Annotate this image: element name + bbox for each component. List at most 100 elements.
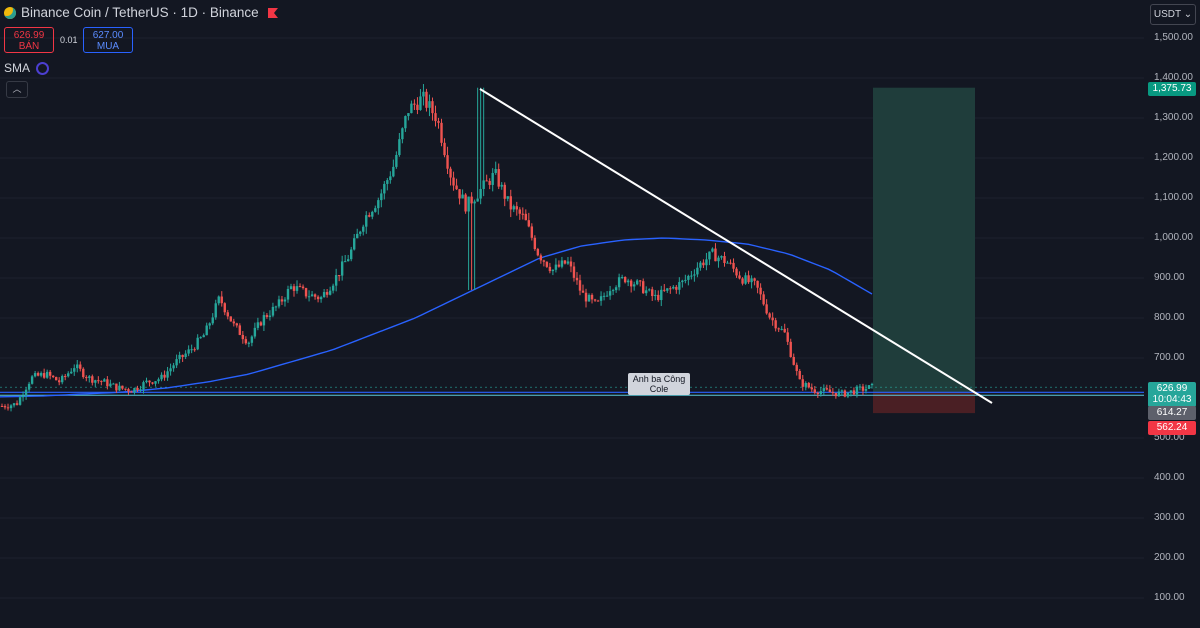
candle: [494, 161, 497, 175]
candle: [398, 133, 401, 157]
loading-icon: [36, 61, 50, 75]
candle: [795, 362, 798, 376]
candle: [121, 385, 124, 390]
candle: [608, 285, 612, 300]
candle: [67, 371, 70, 378]
price-tick-label: 500.00: [1154, 432, 1185, 443]
candle: [524, 209, 528, 221]
candle: [635, 279, 639, 286]
candle: [0, 403, 4, 407]
candle: [395, 151, 398, 169]
candle: [837, 388, 841, 397]
candle: [593, 298, 597, 302]
price-tick-label: 1,400.00: [1154, 72, 1193, 83]
candle: [148, 380, 151, 387]
candle: [539, 253, 543, 264]
candle: [175, 354, 178, 369]
stop-price-tag: 562.24: [1148, 421, 1196, 435]
candle: [542, 259, 546, 267]
candle: [738, 271, 741, 280]
candle: [506, 196, 509, 202]
candle: [389, 171, 392, 184]
buy-button[interactable]: 627.00 MUA: [83, 27, 133, 53]
candle: [380, 189, 383, 208]
indicator-legend-sma[interactable]: SMA: [4, 61, 50, 75]
candle: [265, 313, 269, 319]
candle: [566, 257, 570, 265]
candle: [325, 288, 329, 298]
symbol-title: Binance Coin / TetherUS · 1D · Binance: [21, 5, 259, 20]
candle: [331, 283, 335, 294]
candle: [431, 97, 434, 121]
candle: [365, 211, 368, 234]
candle: [693, 269, 696, 282]
candle: [654, 290, 657, 301]
candle: [316, 295, 320, 303]
candle: [771, 312, 774, 326]
candle: [277, 295, 281, 309]
candle: [181, 354, 184, 362]
chart-area[interactable]: Binance Coin / TetherUS · 1D · Binance 6…: [0, 0, 1144, 628]
sma-line: [0, 237, 873, 398]
candle: [443, 138, 446, 158]
sell-button[interactable]: 626.99 BÁN: [4, 27, 54, 53]
candle: [464, 193, 467, 214]
candle: [861, 383, 865, 396]
candle: [241, 330, 245, 344]
flag-icon[interactable]: [267, 7, 278, 18]
price-tick-label: 900.00: [1154, 272, 1185, 283]
candle: [846, 392, 850, 399]
candle: [115, 383, 118, 393]
candle: [642, 278, 645, 294]
collapse-legend-button[interactable]: ︿: [6, 81, 28, 98]
candle: [292, 283, 296, 297]
candle: [675, 285, 678, 294]
candle: [819, 387, 823, 397]
candle: [735, 267, 738, 278]
candle: [428, 94, 431, 117]
trendline[interactable]: [479, 88, 993, 404]
candle: [452, 171, 455, 191]
candle: [271, 302, 275, 318]
candle: [840, 389, 844, 396]
candle: [217, 295, 220, 306]
candle: [328, 286, 332, 296]
indicator-name: SMA: [4, 61, 31, 75]
text-note[interactable]: Anh ba Công Cole: [628, 373, 690, 395]
price-tick-label: 1,500.00: [1154, 32, 1193, 43]
candle: [235, 322, 239, 328]
currency-selector[interactable]: USDT ⌄: [1150, 4, 1196, 25]
price-tick-label: 1,100.00: [1154, 192, 1193, 203]
candle: [611, 288, 615, 296]
candle: [605, 291, 609, 297]
target-price-tag: 1,375.73: [1148, 82, 1196, 96]
candle: [154, 381, 157, 387]
candle: [172, 362, 175, 372]
price-tick-label: 800.00: [1154, 312, 1185, 323]
candle: [371, 210, 374, 220]
candles: [0, 84, 874, 412]
candle: [124, 388, 127, 391]
symbol-legend[interactable]: Binance Coin / TetherUS · 1D · Binance: [4, 5, 278, 20]
candle: [283, 297, 287, 307]
candle: [54, 376, 58, 381]
candle: [482, 87, 485, 197]
candle: [849, 390, 853, 397]
price-chart[interactable]: [0, 0, 1144, 628]
candle: [268, 310, 272, 321]
candle: [455, 178, 458, 190]
candle: [599, 291, 603, 306]
long-position-loss-zone[interactable]: [873, 392, 975, 414]
candle: [437, 117, 440, 129]
horizontal-lines[interactable]: [0, 386, 1144, 396]
candle: [744, 272, 747, 285]
candle: [416, 97, 419, 115]
candle: [473, 199, 476, 290]
candle: [253, 322, 257, 339]
buy-label: MUA: [96, 41, 120, 52]
candle: [322, 289, 326, 298]
candle: [307, 290, 311, 302]
long-position-profit-zone[interactable]: [873, 87, 975, 393]
candle: [61, 374, 64, 385]
candle: [157, 377, 160, 384]
